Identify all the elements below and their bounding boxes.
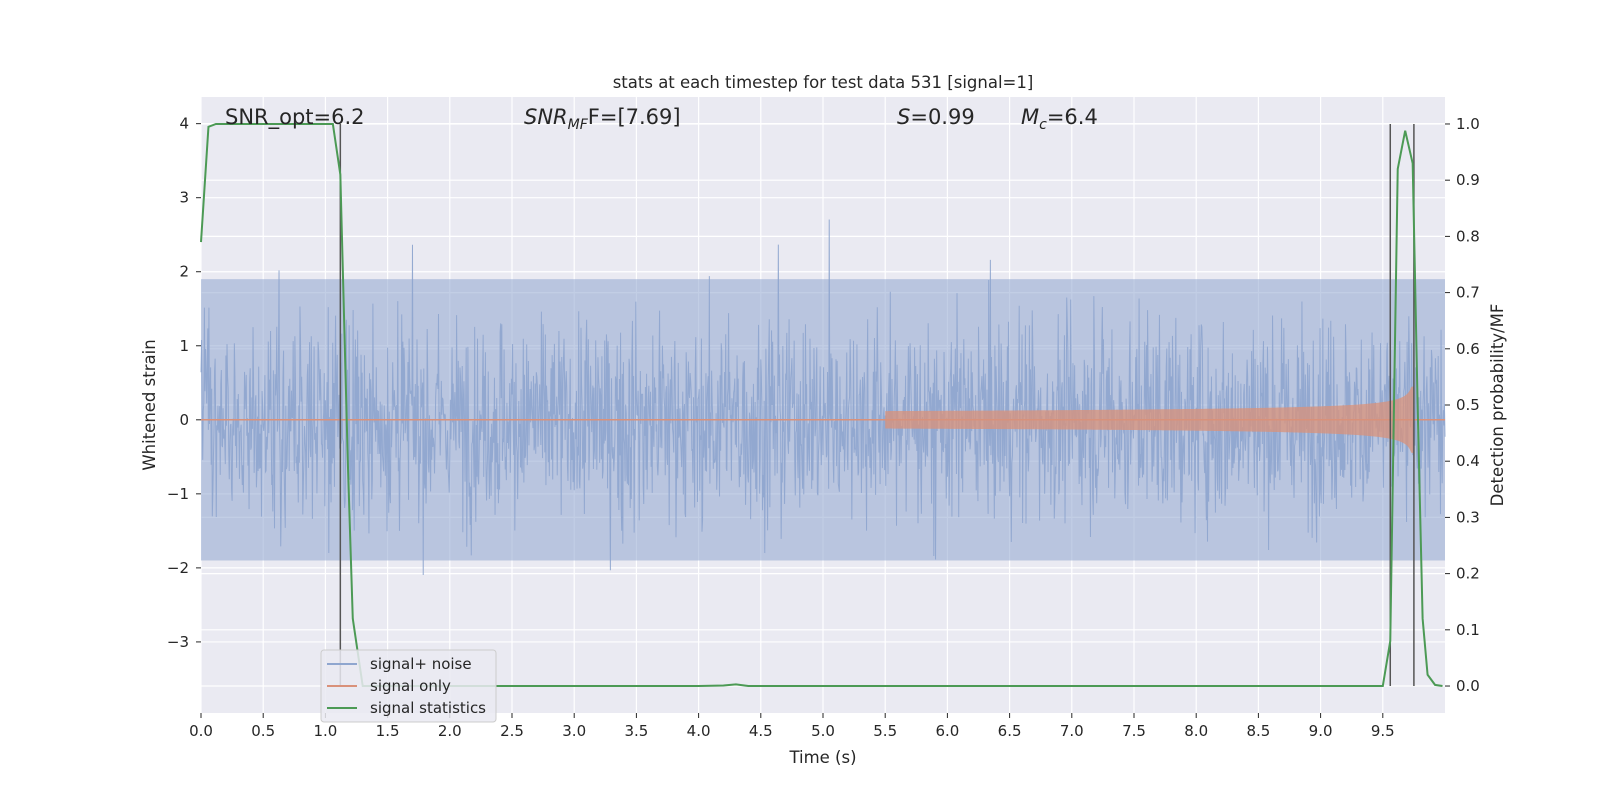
- y-right-tick-label: 0.8: [1456, 227, 1480, 245]
- x-tick-label: 8.0: [1184, 722, 1208, 740]
- series-signal-statistics: [200, 122, 1443, 688]
- y-right-tick-label: 0.4: [1456, 452, 1480, 470]
- y-left-tick-label: −2: [167, 559, 189, 577]
- annotation-mc-subscript: c: [1039, 117, 1047, 133]
- legend-box: [320, 649, 497, 723]
- annotation-snr-mf: SNRMFF=[7.69]: [524, 105, 681, 133]
- chart-title: stats at each timestep for test data 531…: [613, 73, 1034, 92]
- annotation-s-symbol: S: [897, 105, 910, 129]
- legend-label-signal-only: signal only: [370, 677, 451, 695]
- annotation-s: S=0.99: [897, 105, 975, 129]
- x-tick-label: 9.0: [1309, 722, 1333, 740]
- y-left-tick-label: −1: [167, 485, 189, 503]
- x-axis-label: Time (s): [788, 748, 856, 767]
- signal-statistics-line: [200, 122, 1443, 688]
- annotation-snr-mf-subscript: MF: [568, 117, 589, 133]
- x-tick-label: 6.0: [935, 722, 959, 740]
- legend-label-signal-noise: signal+ noise: [370, 655, 472, 673]
- y-left-axis-ticks: 4 3 2 1 0 −1 −2 −3: [167, 115, 201, 651]
- y-left-axis-label: Whitened strain: [140, 339, 159, 470]
- x-tick-label: 3.0: [562, 722, 586, 740]
- y-right-tick-label: 0.3: [1456, 508, 1480, 526]
- y-right-tick-label: 0.0: [1456, 677, 1480, 695]
- x-tick-label: 5.0: [811, 722, 835, 740]
- y-left-tick-label: 3: [179, 189, 189, 207]
- x-tick-label: 7.5: [1122, 722, 1146, 740]
- series-signal-only: [201, 386, 1445, 454]
- y-left-tick-label: 4: [179, 115, 189, 133]
- annotation-snr-mf-value: F=[7.69]: [588, 105, 681, 129]
- x-tick-label: 9.5: [1371, 722, 1395, 740]
- y-right-tick-label: 0.5: [1456, 396, 1480, 414]
- annotation-mc-value: =6.4: [1047, 105, 1098, 129]
- x-tick-label: 4.0: [687, 722, 711, 740]
- x-tick-label: 4.5: [749, 722, 773, 740]
- annotation-snr-opt: SNR_opt=6.2: [225, 105, 365, 130]
- x-tick-label: 5.5: [873, 722, 897, 740]
- x-tick-label: 2.0: [438, 722, 462, 740]
- y-left-tick-label: 0: [179, 411, 189, 429]
- x-tick-label: 3.5: [624, 722, 648, 740]
- y-right-tick-label: 0.1: [1456, 621, 1480, 639]
- x-axis-ticks: 0.0 0.5 1.0 1.5 2.0 2.5 3.0 3.5 4.0 4.5 5.0 5.5 6.0 6…: [189, 713, 1395, 740]
- legend: signal+ noise signal only signal statist…: [320, 649, 497, 723]
- x-tick-label: 7.0: [1060, 722, 1084, 740]
- x-tick-label: 1.0: [313, 722, 337, 740]
- y-left-tick-label: −3: [167, 633, 189, 651]
- x-tick-label: 8.5: [1246, 722, 1270, 740]
- y-right-tick-label: 0.6: [1456, 340, 1480, 358]
- y-left-tick-label: 1: [179, 337, 189, 355]
- x-tick-label: 1.5: [376, 722, 400, 740]
- x-tick-label: 0.0: [189, 722, 213, 740]
- y-right-tick-label: 0.9: [1456, 171, 1480, 189]
- y-left-tick-label: 2: [179, 263, 189, 281]
- annotation-mc-symbol: M: [1021, 105, 1039, 129]
- y-right-axis-ticks: 1.0 0.9 0.8 0.7 0.6 0.5 0.4 0.3 0.2 0.1 0.0: [1445, 115, 1480, 695]
- x-tick-label: 2.5: [500, 722, 524, 740]
- legend-label-signal-statistics: signal statistics: [370, 699, 486, 717]
- annotation-snr-mf-symbol: SNR: [524, 105, 568, 129]
- y-right-tick-label: 0.7: [1456, 284, 1480, 302]
- y-right-axis-label: Detection probability/MF: [1488, 304, 1507, 507]
- annotation-s-value: =0.99: [910, 105, 974, 129]
- x-tick-label: 0.5: [251, 722, 275, 740]
- y-right-tick-label: 0.2: [1456, 565, 1480, 583]
- y-right-tick-label: 1.0: [1456, 115, 1480, 133]
- annotation-mc: Mc=6.4: [1021, 105, 1098, 133]
- x-tick-label: 6.5: [998, 722, 1022, 740]
